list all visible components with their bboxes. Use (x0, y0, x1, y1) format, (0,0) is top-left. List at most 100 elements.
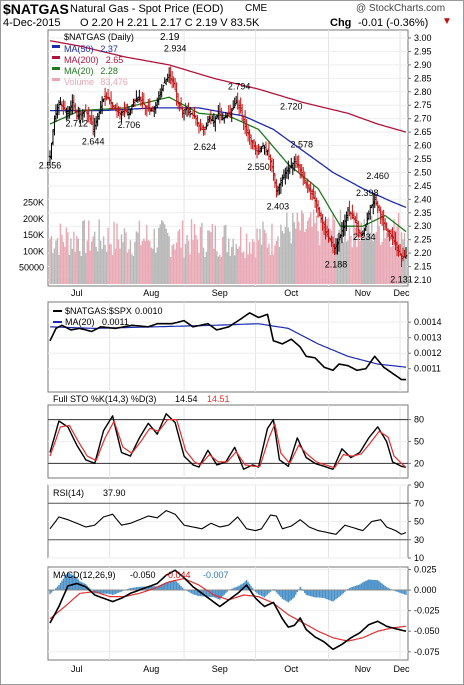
volume-bar (210, 232, 212, 284)
macd-histogram-bar (376, 580, 379, 591)
volume-bar (265, 232, 267, 284)
volume-bar (70, 238, 72, 284)
volume-bar (71, 248, 74, 284)
volume-bar (117, 239, 120, 284)
macd-histogram-bar (296, 590, 298, 593)
volume-bar (49, 238, 51, 284)
macd-histogram-bar (171, 580, 173, 591)
volume-bar (213, 248, 215, 284)
volume-bar (150, 247, 152, 284)
volume-bar (50, 235, 53, 284)
macd-histogram-bar (311, 590, 313, 597)
legend-series-value: 2.65 (106, 55, 124, 65)
volume-bar (315, 215, 318, 284)
macd-histogram-bar (180, 586, 182, 591)
macd-histogram-bar (338, 590, 340, 597)
macd-line (49, 569, 407, 651)
volume-bar (368, 224, 370, 284)
macd-histogram-bar (263, 590, 266, 598)
sto-k-line (49, 413, 407, 470)
legend-swatch (52, 45, 60, 48)
volume-bar (165, 228, 167, 284)
change-label: Chg (330, 17, 352, 29)
volume-bar (405, 246, 407, 284)
macd-histogram-bar (68, 573, 71, 591)
macd-histogram-bar (79, 581, 81, 591)
macd-histogram-bar (333, 590, 336, 601)
price-annotation: 2.398 (356, 188, 379, 198)
macd-histogram-bar (178, 584, 181, 591)
macd-histogram-bar (305, 590, 307, 595)
macd-histogram-bar (147, 586, 150, 591)
macd-histogram-bar (146, 586, 148, 591)
macd-histogram-bar (80, 581, 82, 591)
legend-rsi-label: RSI(14) (53, 488, 84, 498)
x-month-label-bottom: Jul (71, 664, 83, 674)
macd-histogram-bar (293, 590, 295, 598)
macd-histogram-bar (152, 586, 154, 591)
ratio-panel-border (47, 301, 409, 393)
y-tick-label: 2.15 (414, 262, 432, 272)
macd-histogram-bar (301, 588, 303, 591)
volume-bar (371, 215, 373, 284)
y-tick-label: 2.75 (414, 100, 432, 110)
price-annotation: 2.550 (247, 162, 270, 172)
volume-bar (122, 242, 124, 284)
volume-bar (193, 223, 196, 284)
ma50-line (50, 107, 407, 209)
macd-histogram-bar (350, 587, 352, 591)
macd-histogram-bar (104, 590, 106, 594)
volume-bar (73, 231, 75, 284)
macd-histogram-bar (286, 590, 288, 602)
volume-bar (93, 231, 96, 284)
macd-histogram-bar (378, 581, 380, 591)
macd-histogram-bar (330, 590, 333, 601)
macd-histogram-bar (89, 588, 91, 591)
macd-histogram-bar (174, 579, 176, 591)
macd-histogram-bar (222, 590, 224, 597)
x-month-label: Aug (143, 288, 159, 298)
volume-bar (384, 238, 386, 284)
volume-bar (263, 229, 266, 284)
macd-histogram-bar (195, 590, 197, 596)
macd-histogram-bar (193, 590, 196, 595)
y-tick-label: 0.000 (414, 585, 437, 595)
macd-histogram-bar (290, 590, 293, 600)
macd-histogram-bar (382, 584, 385, 591)
volume-bar (293, 222, 295, 284)
volume-bar (153, 228, 155, 284)
y-tick-label: 2.25 (414, 235, 432, 245)
y-tick-label: 80 (414, 415, 424, 425)
macd-histogram-bar (225, 590, 227, 594)
volume-bar (147, 240, 150, 284)
ma200-line (49, 40, 407, 133)
macd-panel: 0.025 0.000 -0.025 -0.050 -0.075 MACD(12,26,9… (47, 564, 440, 661)
volume-bar (306, 220, 309, 284)
sto-d-line (49, 419, 407, 469)
volume-bar (201, 222, 203, 284)
volume-bar (89, 250, 91, 284)
volume-bar (376, 213, 379, 284)
volume-bar (62, 241, 65, 284)
macd-histogram-bar (254, 590, 257, 593)
volume-bar (91, 241, 93, 284)
price-annotation: 2.131 (390, 275, 413, 285)
volume-bar (385, 232, 388, 284)
volume-bar (360, 222, 363, 284)
y-tick-label: 2.10 (414, 275, 432, 285)
macd-histogram-bar (107, 590, 109, 594)
macd-histogram-bar (268, 590, 270, 594)
macd-histogram-bar (236, 586, 239, 591)
legend-macd-value: -0.050 (130, 570, 156, 580)
volume-bar (387, 228, 389, 284)
macd-histogram-bar (308, 590, 310, 596)
volume-bar (366, 212, 368, 284)
volume-bar (320, 210, 322, 284)
macd-histogram-bar (158, 585, 160, 591)
macd-histogram-bar (363, 581, 365, 591)
volume-bar (101, 248, 103, 284)
volume-bar (204, 256, 206, 284)
y-tick-label: -0.025 (414, 606, 440, 616)
volume-bar (141, 240, 144, 284)
